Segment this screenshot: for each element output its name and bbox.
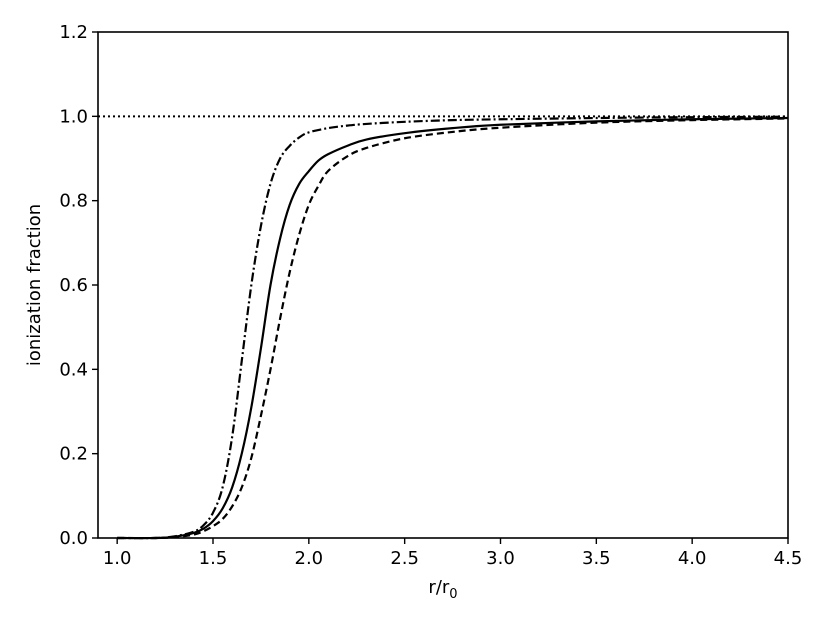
- x-axis-label-main: r/r: [428, 577, 449, 598]
- x-tick-label: 3.0: [486, 548, 515, 569]
- y-tick-label: 0.8: [59, 191, 88, 212]
- x-tick-label: 2.5: [390, 548, 419, 569]
- y-tick-label: 1.0: [59, 106, 88, 127]
- plot-area: [98, 115, 789, 540]
- y-tick-label: 1.2: [59, 22, 88, 43]
- y-tick-label: 0.6: [59, 275, 88, 296]
- x-tick-label: 4.0: [678, 548, 707, 569]
- x-tick-label: 2.0: [295, 548, 324, 569]
- x-tick-label: 4.5: [774, 548, 803, 569]
- y-tick-label: 0.4: [59, 359, 88, 380]
- series-line-solid: [117, 116, 789, 540]
- x-tick-label: 3.5: [582, 548, 611, 569]
- x-axis-label: r/r0: [428, 577, 457, 602]
- y-tick-label: 0.0: [59, 528, 88, 549]
- x-tick-label: 1.0: [103, 548, 132, 569]
- axis-ticks: 1.0 1.5 2.0 2.5 3.0 3.5 4.0 4.5 0.0 0.2 0.4 0.6 0.8 1…: [59, 22, 802, 569]
- y-tick-label: 0.2: [59, 444, 88, 465]
- x-axis-label-subscript: 0: [449, 587, 457, 602]
- x-tick-label: 1.5: [199, 548, 228, 569]
- plot-frame: [97, 31, 789, 539]
- series-line-dashed: [117, 117, 789, 540]
- y-axis-label: ionization fraction: [24, 204, 45, 366]
- series-line-dashdot: [117, 115, 789, 540]
